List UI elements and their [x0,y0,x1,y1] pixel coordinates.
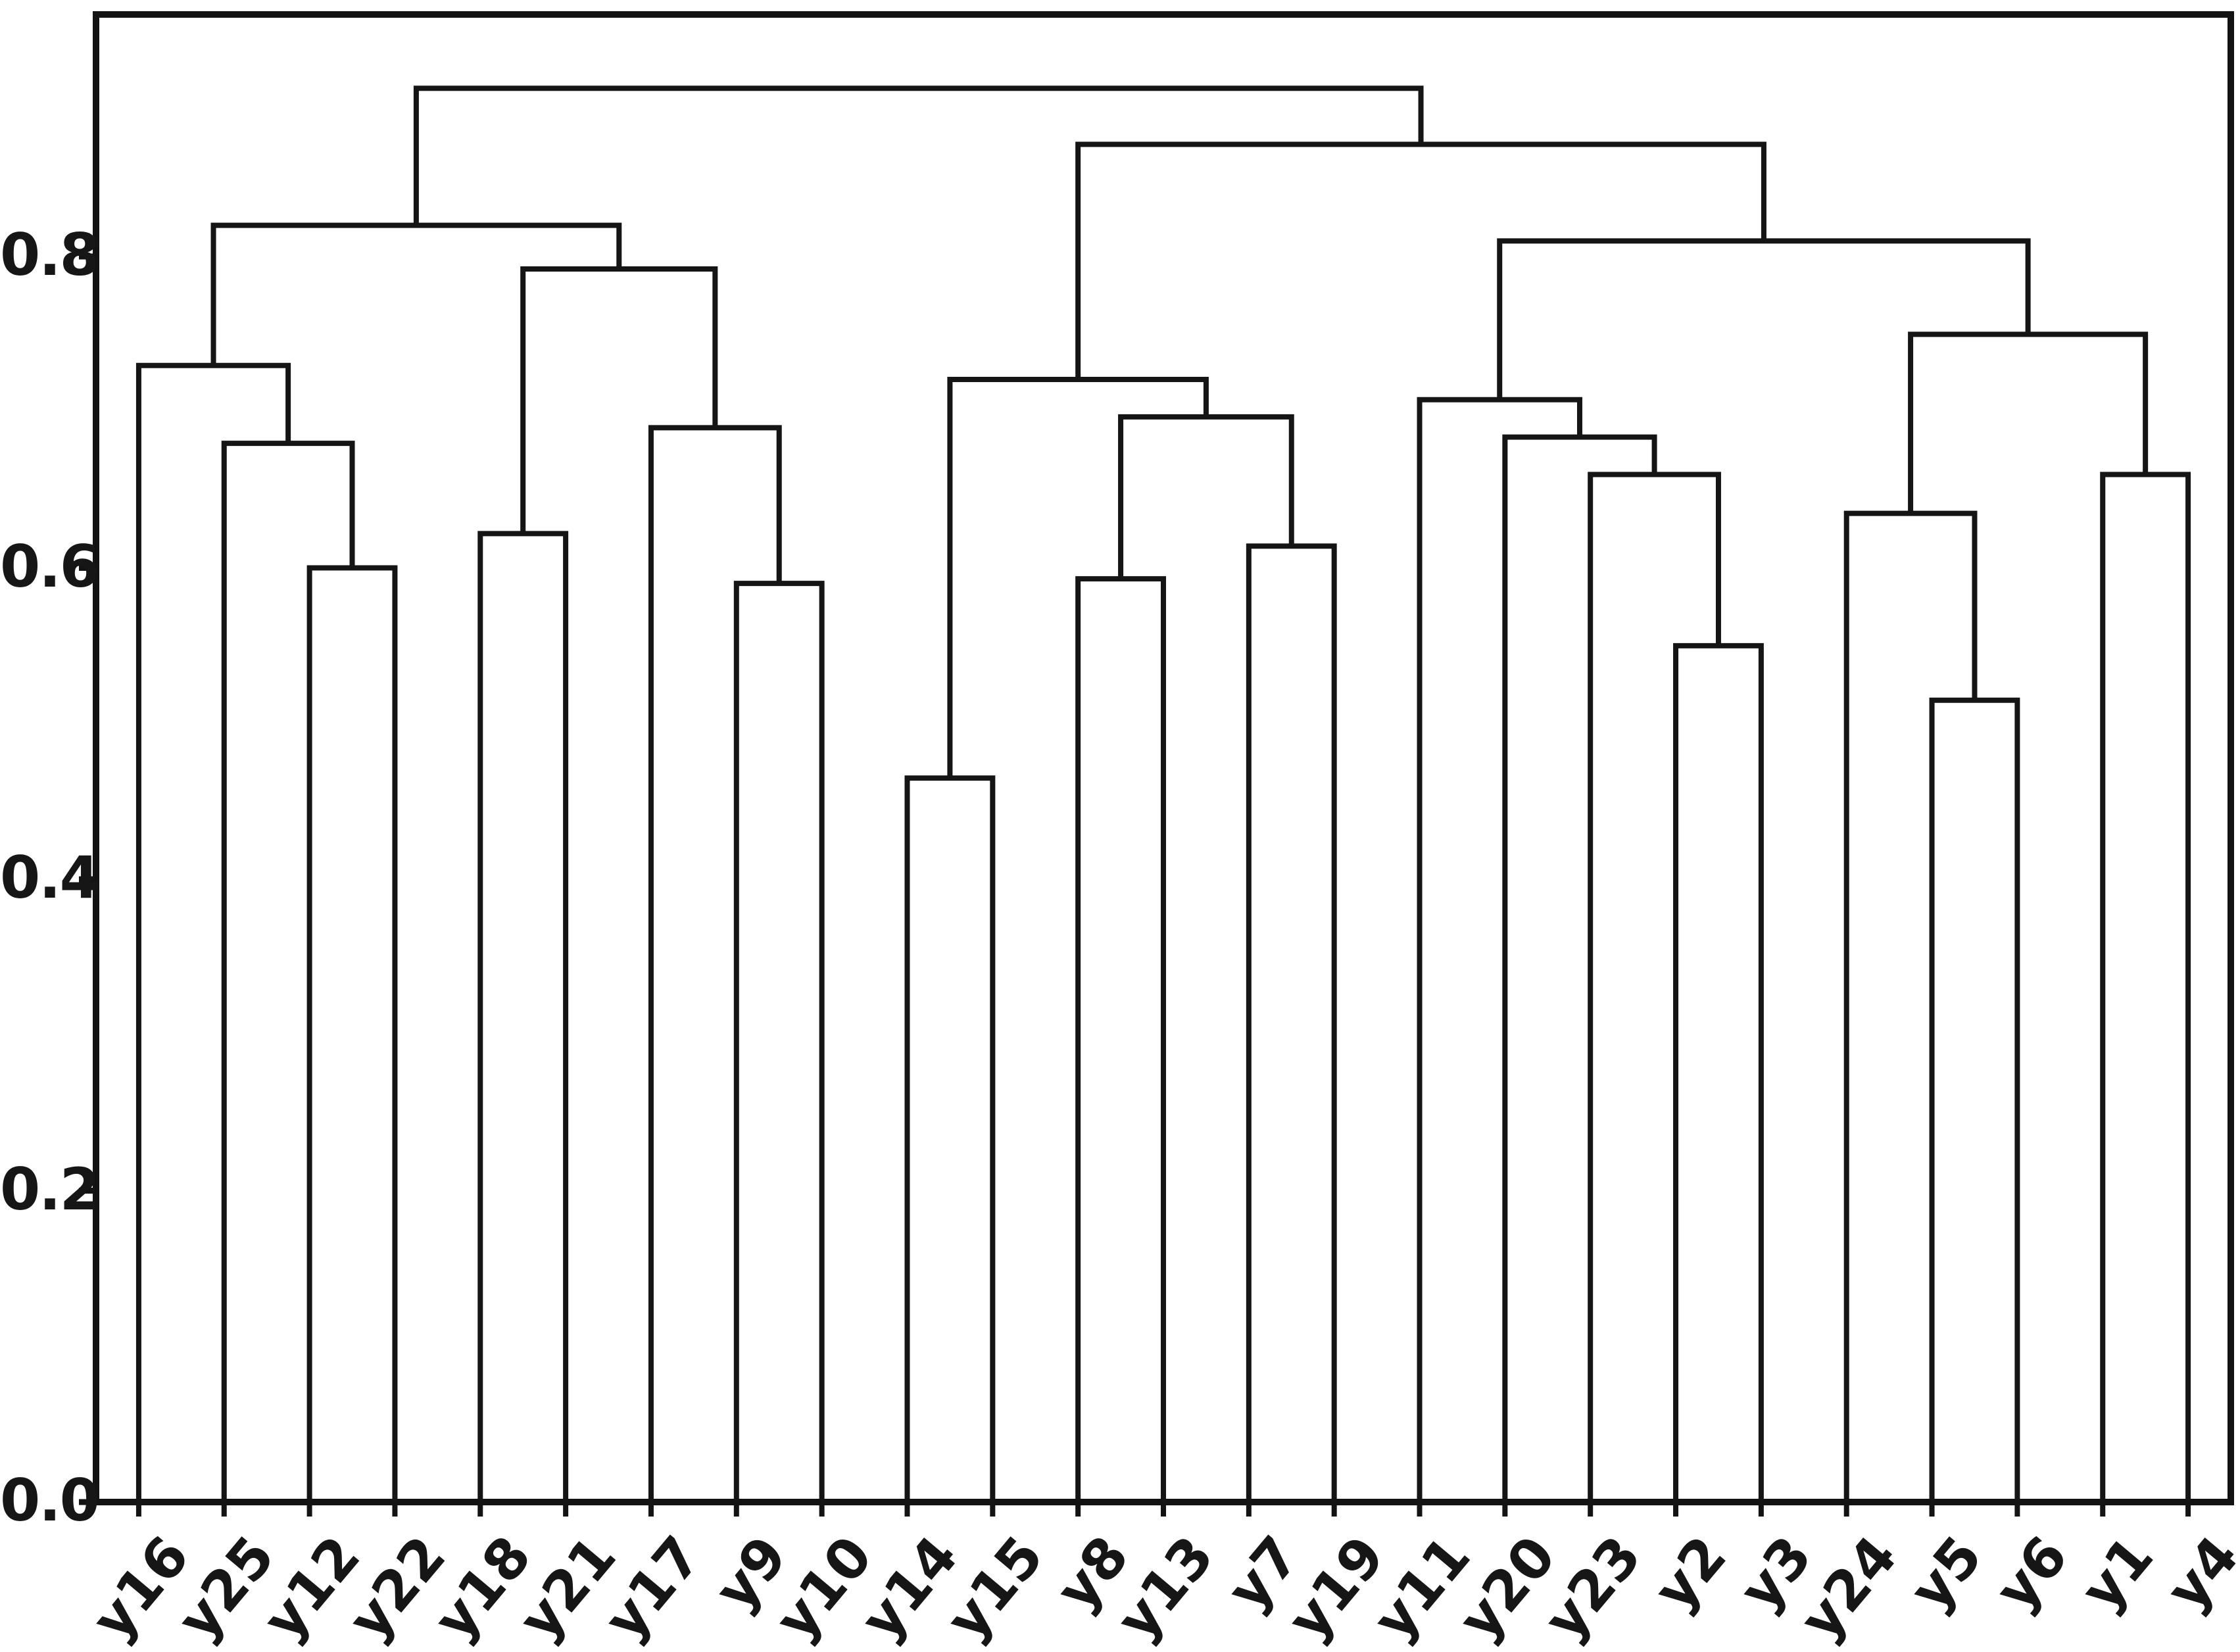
dendrogram-link [1502,434,1657,1502]
dendrogram-link [648,425,782,1502]
dendrogram-link [1908,331,2149,514]
dendrogram-link [1843,510,1978,1502]
dendrogram-link [520,266,718,534]
dendrogram-link [1075,141,1766,380]
dendrogram-link [477,531,569,1502]
y-tick-label: 0.4 [0,844,100,911]
dendrogram-link [2100,472,2191,1502]
y-tick-label: 0.0 [0,1467,100,1534]
y-tick-label: 0.8 [0,221,100,289]
dendrogram-figure: 0.0 0.2 0.4 0.6 0.8 y16 y25 y12 y22 y18 y21 y17 y9 y… [0,11,2240,1652]
dendrogram-link [733,581,825,1502]
dendrogram-link [1929,697,2020,1502]
dendrogram-link [1246,543,1337,1502]
dendrogram-link [1118,414,1294,579]
dendrogram-plot [79,11,2234,1517]
dendrogram-link [1588,472,1721,1502]
y-tick-label: 0.6 [0,532,100,600]
dendrogram-link [221,441,355,1502]
dendrogram-link [1497,238,2031,400]
dendrogram-link [306,565,398,1502]
dendrogram-link [904,775,996,1502]
dendrogram-link [1417,397,1582,1502]
dendrogram-link [1075,576,1166,1502]
dendrogram-link [135,362,291,1502]
dendrogram-link [413,85,1424,226]
dendrogram-link [210,222,622,366]
y-tick-label: 0.2 [0,1155,100,1223]
dendrogram-link [1673,643,1764,1502]
